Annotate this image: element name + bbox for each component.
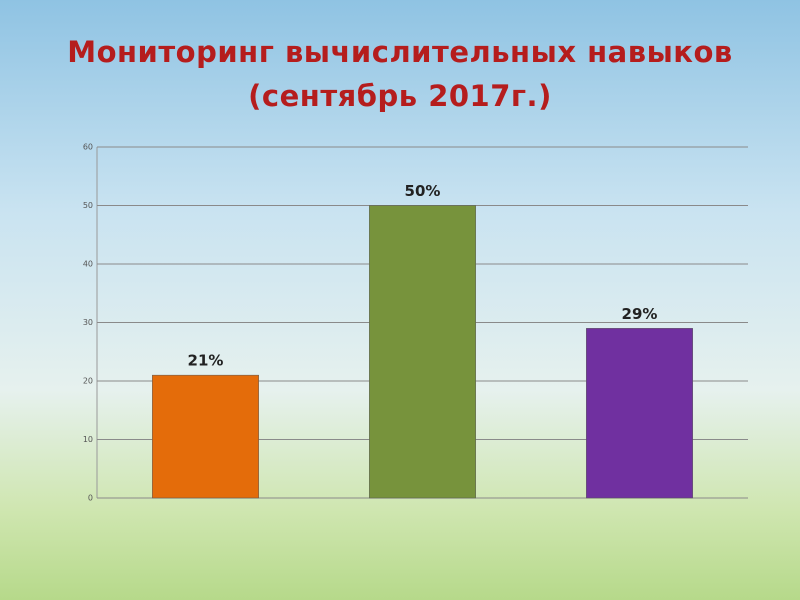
y-tick-label: 20 [83,377,93,386]
value-label: 50% [405,182,441,200]
y-tick-label: 30 [83,318,93,327]
bar [369,205,476,499]
y-tick-label: 60 [83,143,93,152]
bar [586,328,693,499]
y-tick-label: 0 [88,494,93,503]
value-label: 21% [188,352,224,370]
y-tick-label: 10 [83,435,93,444]
chart-title: Мониторинг вычислительных навыков (сентя… [67,35,733,113]
value-label: 29% [622,305,658,323]
bar [152,374,259,499]
y-tick-label: 40 [83,260,93,269]
y-tick-label: 50 [83,201,93,210]
